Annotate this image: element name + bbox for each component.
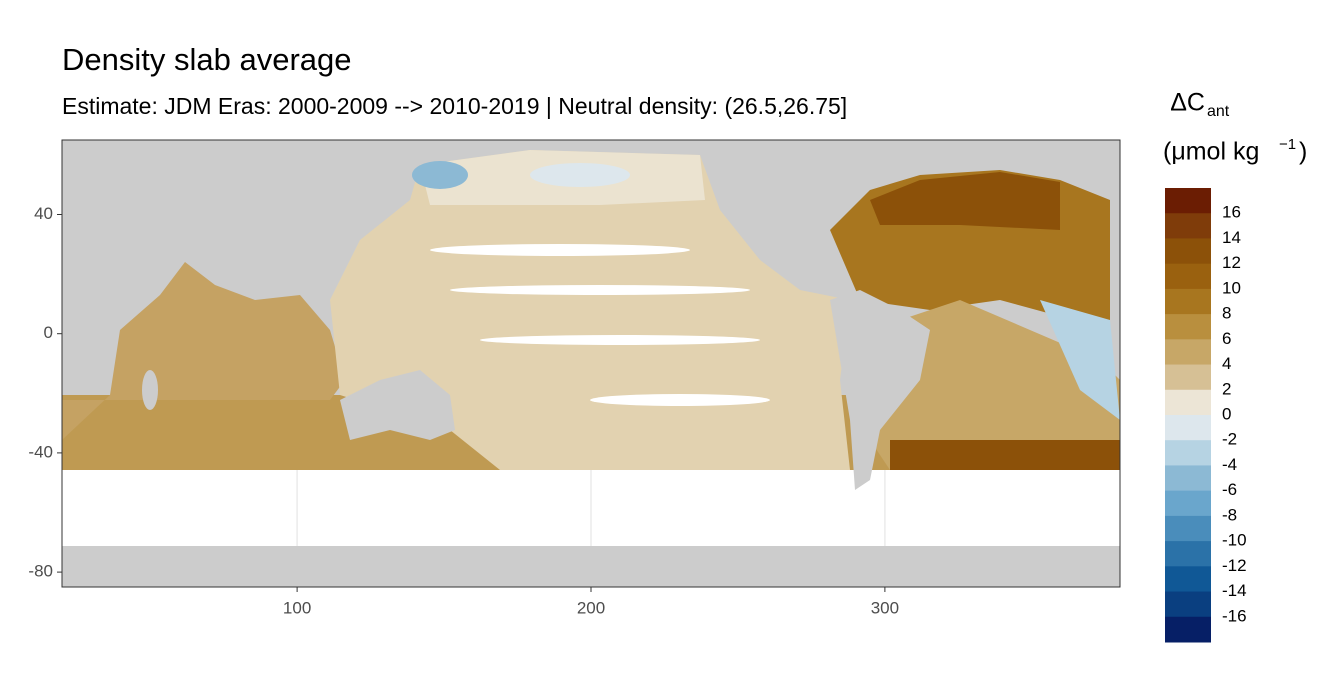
x-tick-label: 200 (577, 598, 605, 617)
chart-subtitle: Estimate: JDM Eras: 2000-2009 --> 2010-2… (62, 93, 847, 119)
indian-ocean (62, 262, 345, 440)
grid (296, 468, 886, 546)
legend-label: 16 (1222, 203, 1241, 222)
legend-swatch (1165, 465, 1211, 492)
south-atlantic (870, 300, 1120, 470)
legend-label: 12 (1222, 253, 1241, 272)
legend-title-sub: ant (1207, 103, 1230, 120)
legend-unit: (μmol kg (1163, 138, 1259, 166)
x-tick-label: 300 (871, 598, 899, 617)
legend-unit-sup: −1 (1279, 136, 1296, 153)
south-america (830, 290, 930, 490)
legend-label: 0 (1222, 404, 1231, 423)
x-tick-label: 100 (283, 598, 311, 617)
legend-label: 2 (1222, 379, 1231, 398)
legend-swatch (1165, 541, 1211, 567)
legend-label: 10 (1222, 278, 1241, 297)
north-atlantic-core (870, 172, 1060, 230)
legend-swatch (1165, 440, 1211, 466)
legend-swatch (1165, 389, 1211, 416)
y-tick-label: -80 (28, 562, 53, 581)
legend-label: -8 (1222, 505, 1237, 524)
legend-swatch (1165, 490, 1211, 517)
legend-label: -4 (1222, 455, 1237, 474)
chart-title: Density slab average (62, 42, 352, 77)
legend-swatch (1165, 515, 1211, 542)
legend-swatch (1165, 339, 1211, 366)
legend-label: 8 (1222, 304, 1231, 323)
madagascar (142, 370, 158, 410)
legend-swatch (1165, 188, 1211, 214)
legend-title: ΔC (1170, 89, 1205, 117)
legend-swatch (1165, 314, 1211, 340)
legend-swatch (1165, 566, 1211, 593)
legend-swatch (1165, 364, 1211, 391)
streaks (430, 244, 770, 406)
light-patch (530, 163, 630, 187)
legend-label: -10 (1222, 531, 1247, 550)
legend-label: 14 (1222, 228, 1241, 247)
legend-swatch (1165, 415, 1211, 441)
y-tick-label: -40 (28, 442, 53, 461)
pacific-ocean (330, 150, 850, 470)
legend-swatch (1165, 238, 1211, 265)
legend-label: 6 (1222, 329, 1231, 348)
legend-label: 4 (1222, 354, 1231, 373)
legend-label: -2 (1222, 430, 1237, 449)
blue-patch (412, 161, 468, 189)
legend-label: -6 (1222, 480, 1237, 499)
legend-label: -12 (1222, 556, 1247, 575)
australia (340, 370, 455, 440)
legend-swatch (1165, 263, 1211, 290)
legend-unit: ) (1299, 138, 1307, 166)
y-tick-label: 40 (34, 204, 53, 223)
legend-label: -16 (1222, 606, 1247, 625)
legend-swatch (1165, 591, 1211, 618)
atlantic-blue (1040, 300, 1120, 420)
legend-swatch (1165, 213, 1211, 239)
map (61, 139, 1121, 588)
legend-swatch (1165, 288, 1211, 315)
legend-swatch (1165, 616, 1211, 643)
atlantic-band (890, 440, 1120, 470)
y-tick-label: 0 (44, 323, 53, 342)
legend-label: -14 (1222, 581, 1247, 600)
